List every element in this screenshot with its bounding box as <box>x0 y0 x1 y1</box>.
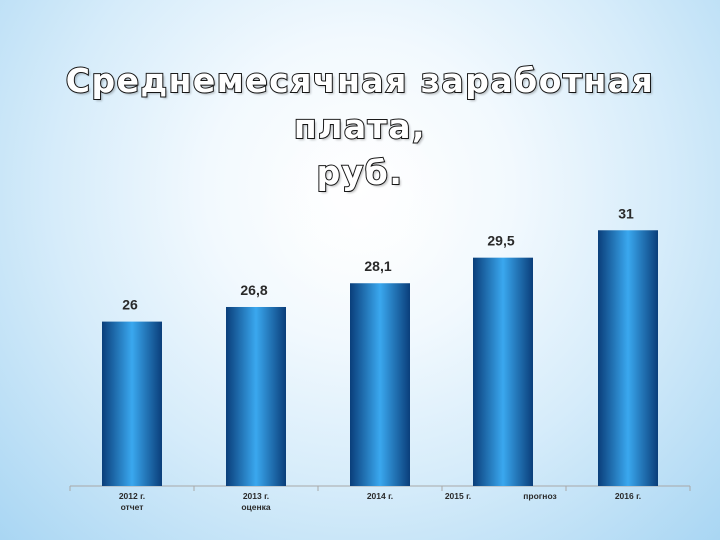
x-tick-label-line: прогноз <box>523 491 557 501</box>
chart-title-line-2: руб. <box>316 152 404 193</box>
x-tick-label-line: 2012 г. <box>119 491 145 501</box>
x-tick-label-line: 2015 г. <box>445 491 471 501</box>
x-tick-label: 2015 г. <box>445 491 471 501</box>
bar-value-label: 29,5 <box>487 233 514 249</box>
x-tick-label-line: оценка <box>241 502 271 512</box>
bar <box>598 230 658 486</box>
x-tick-label-line: 2014 г. <box>367 491 393 501</box>
bar-value-label: 26,8 <box>240 282 267 298</box>
chart-title-line-1: Среднемесячная заработная плата, <box>65 60 655 147</box>
bar-value-label: 31 <box>618 205 634 221</box>
bar <box>226 306 286 486</box>
x-tick-label-line: 2016 г. <box>615 491 641 501</box>
bar <box>102 321 162 486</box>
x-tick-label-line: отчет <box>121 502 144 512</box>
x-tick-label: прогноз <box>523 491 557 501</box>
x-tick-label: 2016 г. <box>615 491 641 501</box>
bar <box>473 257 533 486</box>
x-tick-label: 2012 г. отчет <box>119 491 145 512</box>
bar <box>350 283 410 486</box>
bar-value-label: 26 <box>122 297 138 313</box>
x-tick-label: 2014 г. <box>367 491 393 501</box>
x-tick-label: 2013 г. оценка <box>241 491 271 512</box>
bar-value-label: 28,1 <box>364 258 391 274</box>
chart-title: Среднемесячная заработная плата, руб. <box>0 58 720 196</box>
x-tick-label-line: 2013 г. <box>243 491 269 501</box>
